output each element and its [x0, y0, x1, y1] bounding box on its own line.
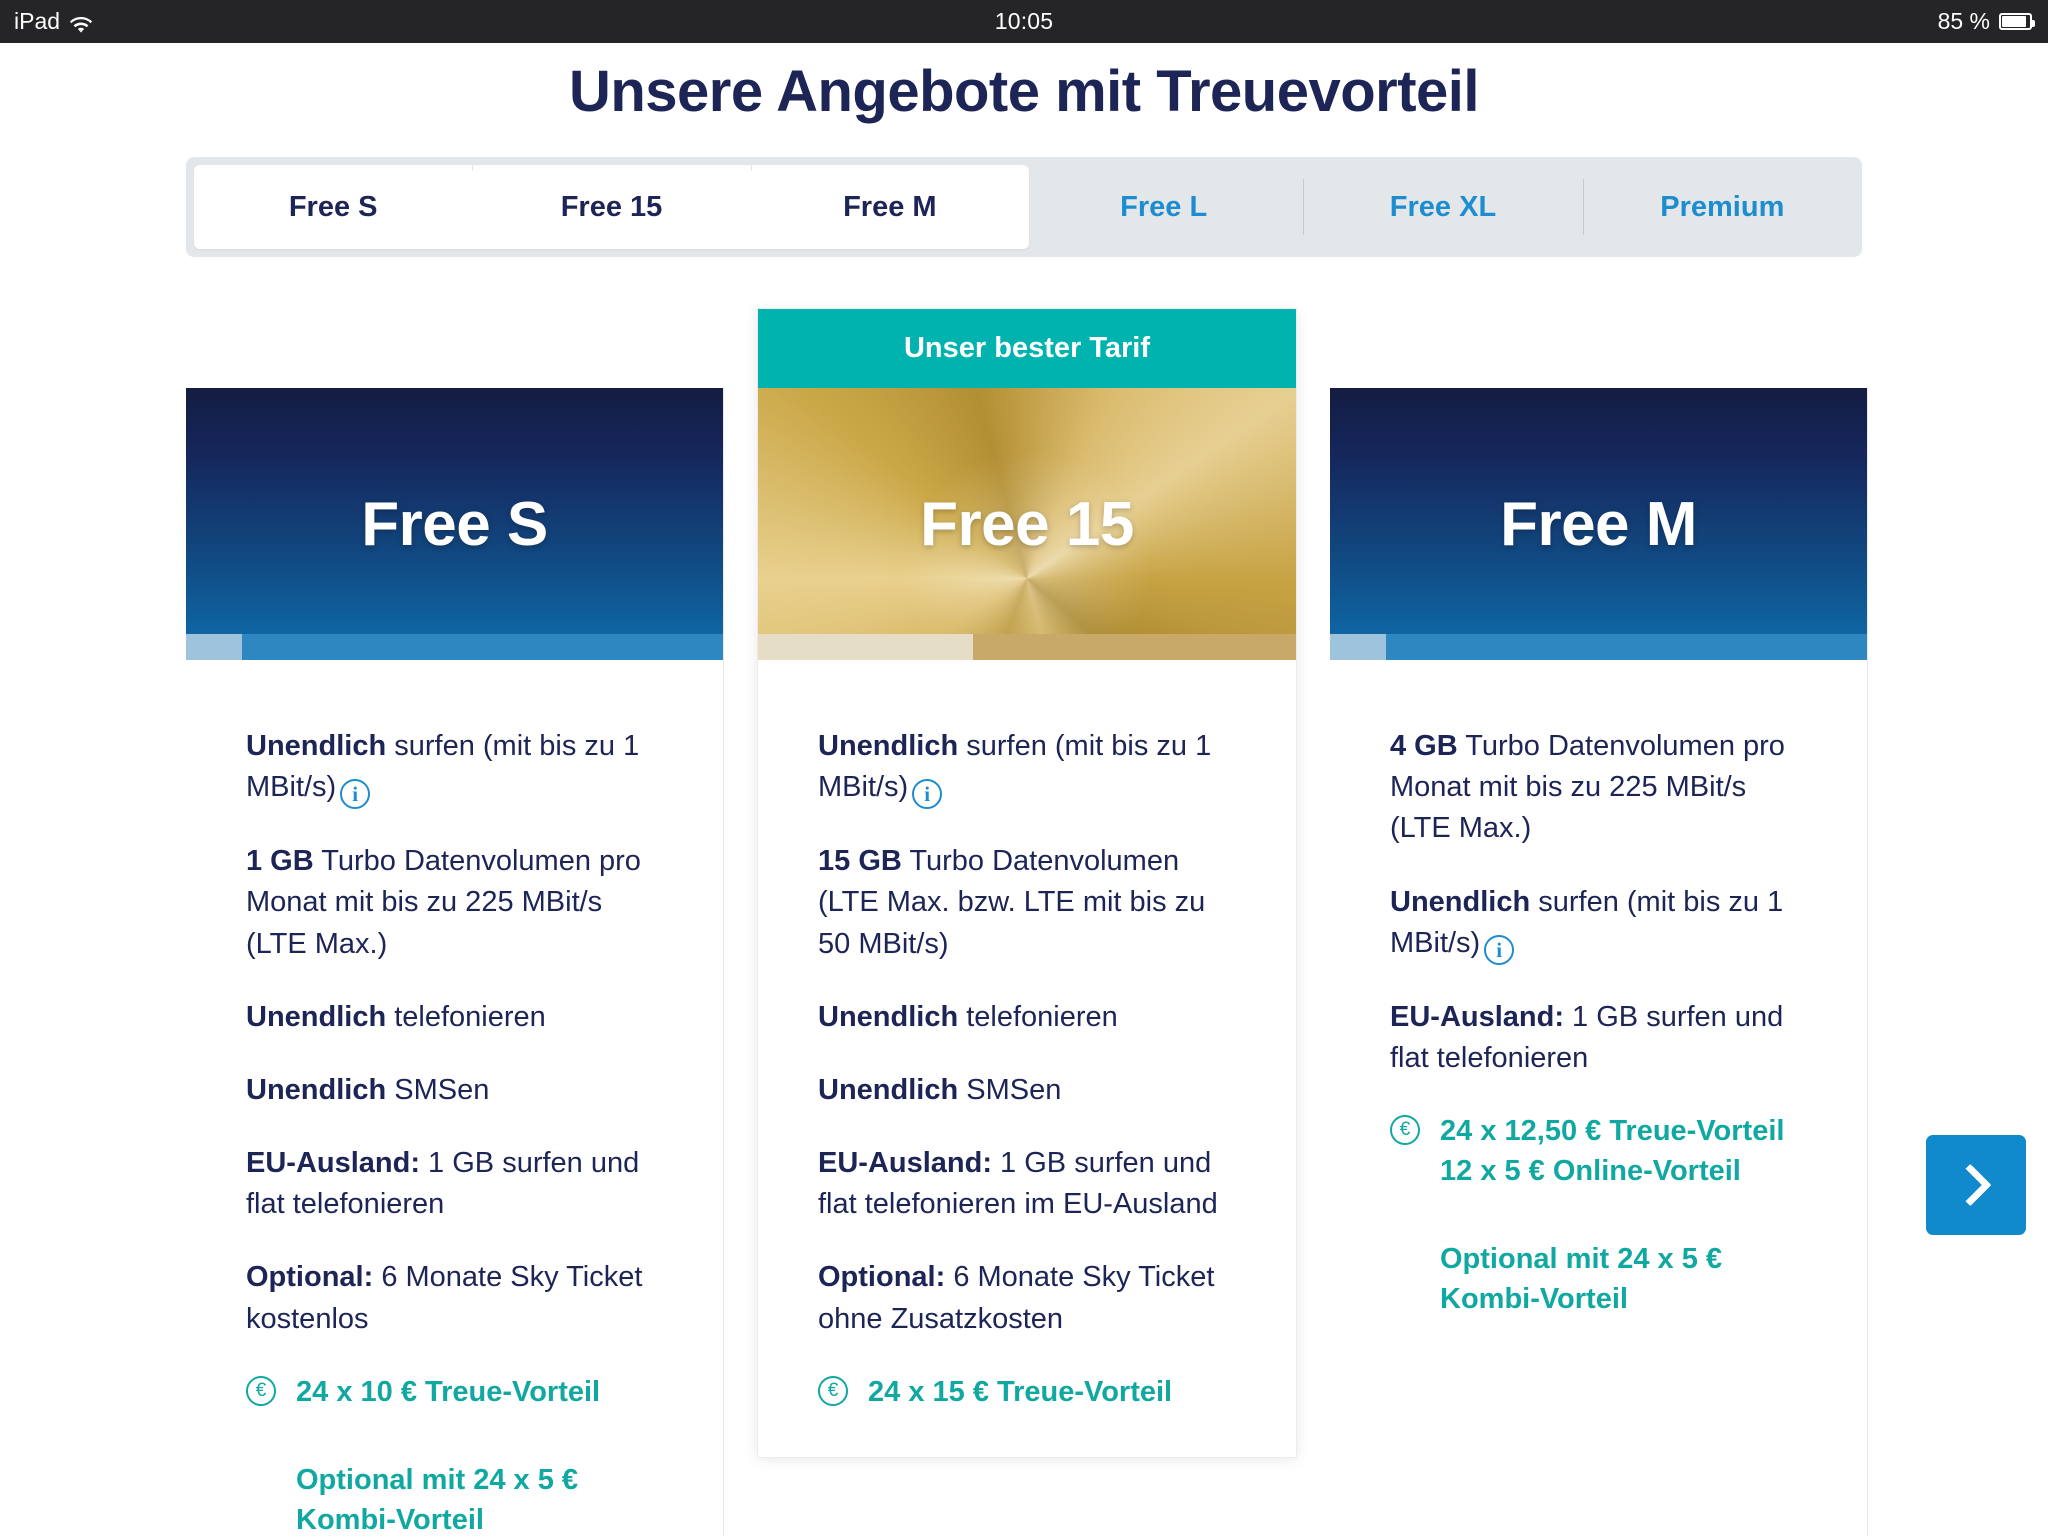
- status-bar-time: 10:05: [994, 8, 1054, 34]
- tab-free-15[interactable]: Free 15: [472, 165, 750, 249]
- wifi-icon: [70, 13, 93, 33]
- optional-offer-line: Optional mit 24 x 5 € Kombi-Vorteil: [1440, 1243, 1723, 1316]
- price-line: 12 x 5 € Online-Vorteil: [1440, 1155, 1741, 1188]
- feature-highlight: EU-Ausland:: [818, 1147, 992, 1180]
- battery-percent-label: 85 %: [1937, 8, 1990, 34]
- card-header-free-15: Free 15: [758, 388, 1296, 660]
- feature-item: EU-Ausland: 1 GB surfen und flat telefon…: [246, 1143, 663, 1225]
- tariff-card-free-m[interactable]: Free M 4 GB Turbo Datenvolumen pro Monat…: [1330, 388, 1868, 1536]
- tab-free-m[interactable]: Free M: [750, 165, 1029, 249]
- feature-text: surfen (mit bis zu 1 MBit/s): [246, 730, 640, 804]
- feature-highlight: Unendlich: [1390, 885, 1531, 918]
- feature-item: Unendlich telefonieren: [818, 997, 1236, 1038]
- feature-text: SMSen: [386, 1073, 490, 1106]
- page-title: Unsere Angebote mit Treuevorteil: [568, 59, 1480, 124]
- info-icon[interactable]: i: [1484, 934, 1515, 965]
- tariff-card-free-15[interactable]: Unser bester Tarif Free 15 Unendlich sur…: [758, 309, 1296, 1457]
- feature-item: EU-Ausland: 1 GB surfen und flat telefon…: [818, 1143, 1236, 1225]
- feature-item: 1 GB Turbo Datenvolumen pro Monat mit bi…: [246, 841, 663, 965]
- feature-text: surfen (mit bis zu 1 MBit/s): [1390, 885, 1784, 959]
- price-line: 24 x 10 € Treue-Vorteil: [296, 1375, 601, 1408]
- tab-premium[interactable]: Premium: [1582, 157, 1862, 257]
- active-tab-group: Free S Free 15 Free M: [194, 165, 1029, 249]
- card-header-free-s: Free S: [186, 388, 723, 660]
- next-slide-button[interactable]: [1926, 1135, 2026, 1235]
- device-label: iPad: [14, 8, 61, 34]
- feature-item: Unendlich telefonieren: [246, 997, 663, 1038]
- status-bar-right: 85 %: [1937, 8, 2035, 35]
- card-body-free-m: 4 GB Turbo Datenvolumen pro Monat mit bi…: [1330, 660, 1867, 1319]
- battery-icon: [1999, 13, 2035, 30]
- feature-item: Optional: 6 Monate Sky Ticket ohne Zusat…: [818, 1257, 1236, 1339]
- feature-text: 1 GB surfen und flat telefonieren: [1390, 1000, 1784, 1074]
- feature-text: SMSen: [958, 1073, 1062, 1106]
- feature-item: Unendlich SMSen: [246, 1070, 663, 1111]
- tariff-card-free-s[interactable]: Free S Unendlich surfen (mit bis zu 1 MB…: [186, 388, 724, 1536]
- feature-highlight: 4 GB: [1390, 730, 1458, 762]
- card-title: Free M: [1500, 489, 1697, 559]
- optional-offer-line: Optional mit 24 x 5 € Kombi-Vorteil: [296, 1463, 579, 1536]
- tab-free-l[interactable]: Free L: [1023, 157, 1303, 257]
- feature-text: surfen (mit bis zu 1 MBit/s): [818, 730, 1212, 804]
- feature-text: 1 GB surfen und flat telefonieren: [246, 1147, 640, 1221]
- tariff-tab-bar[interactable]: Free L Free XL Premium Free S Free 15 Fr…: [186, 157, 1862, 257]
- card-body-free-15: Unendlich surfen (mit bis zu 1 MBit/s) i …: [758, 660, 1296, 1412]
- feature-text: 6 Monate Sky Ticket ohne Zusatzkosten: [818, 1261, 1215, 1335]
- feature-item: Unendlich surfen (mit bis zu 1 MBit/s) i: [818, 726, 1236, 810]
- feature-highlight: Unendlich: [818, 1000, 959, 1033]
- feature-item: Unendlich surfen (mit bis zu 1 MBit/s) i: [1390, 882, 1807, 965]
- price-line: 24 x 15 € Treue-Vorteil: [868, 1375, 1173, 1408]
- euro-icon: €: [1390, 1115, 1420, 1146]
- feature-highlight: 1 GB: [246, 845, 314, 878]
- header-accent-stripe: [186, 634, 723, 660]
- feature-highlight: Unendlich: [818, 730, 959, 762]
- chevron-right-icon: [1949, 1163, 1992, 1207]
- status-bar-left: iPad: [14, 8, 93, 35]
- feature-highlight: 15 GB: [818, 845, 902, 878]
- feature-highlight: EU-Ausland:: [1390, 1000, 1564, 1033]
- header-accent-stripe: [1330, 634, 1867, 660]
- feature-highlight: Optional:: [246, 1261, 374, 1294]
- feature-highlight: Unendlich: [246, 1073, 387, 1106]
- feature-highlight: Unendlich: [818, 1073, 959, 1106]
- info-icon[interactable]: i: [912, 779, 943, 810]
- feature-item: 4 GB Turbo Datenvolumen pro Monat mit bi…: [1390, 726, 1807, 850]
- card-title: Free S: [361, 489, 548, 559]
- feature-text: Turbo Datenvolumen pro Monat mit bis zu …: [246, 845, 641, 960]
- tab-free-s[interactable]: Free S: [288, 190, 378, 223]
- feature-item: 15 GB Turbo Datenvolumen (LTE Max. bzw. …: [818, 841, 1236, 965]
- feature-item: Unendlich surfen (mit bis zu 1 MBit/s) i: [246, 726, 663, 810]
- feature-item: Optional: 6 Monate Sky Ticket kostenlos: [246, 1257, 663, 1339]
- feature-text: 6 Monate Sky Ticket kostenlos: [246, 1261, 643, 1335]
- feature-text: Turbo Datenvolumen (LTE Max. bzw. LTE mi…: [818, 845, 1206, 960]
- price-block: € 24 x 12,50 € Treue-Vorteil 12 x 5 € On…: [1390, 1111, 1807, 1191]
- status-bar: iPad 10:05 85 %: [0, 0, 2048, 43]
- price-block: € 24 x 15 € Treue-Vorteil: [818, 1372, 1236, 1412]
- header-accent-stripe: [758, 634, 1296, 660]
- feature-highlight: Unendlich: [246, 1000, 387, 1033]
- euro-icon: €: [818, 1375, 848, 1406]
- feature-text: telefonieren: [386, 1000, 546, 1033]
- best-tariff-ribbon: Unser bester Tarif: [758, 309, 1296, 388]
- card-header-free-m: Free M: [1330, 388, 1867, 660]
- card-title: Free 15: [920, 489, 1134, 559]
- info-icon[interactable]: i: [340, 779, 371, 810]
- feature-highlight: Unendlich: [246, 730, 387, 762]
- feature-text: telefonieren: [958, 1000, 1118, 1033]
- feature-item: EU-Ausland: 1 GB surfen und flat telefon…: [1390, 997, 1807, 1079]
- tab-free-xl[interactable]: Free XL: [1303, 157, 1582, 257]
- feature-item: Unendlich SMSen: [818, 1070, 1236, 1111]
- price-line: 24 x 12,50 € Treue-Vorteil: [1440, 1115, 1785, 1148]
- euro-icon: €: [246, 1375, 276, 1406]
- card-body-free-s: Unendlich surfen (mit bis zu 1 MBit/s) i …: [186, 660, 723, 1536]
- feature-highlight: Optional:: [818, 1261, 946, 1294]
- feature-text: Turbo Datenvolumen pro Monat mit bis zu …: [1390, 730, 1785, 845]
- feature-text: 1 GB surfen und flat telefonieren im EU-…: [818, 1147, 1218, 1221]
- price-block: € 24 x 10 € Treue-Vorteil: [246, 1372, 663, 1412]
- feature-highlight: EU-Ausland:: [246, 1147, 420, 1180]
